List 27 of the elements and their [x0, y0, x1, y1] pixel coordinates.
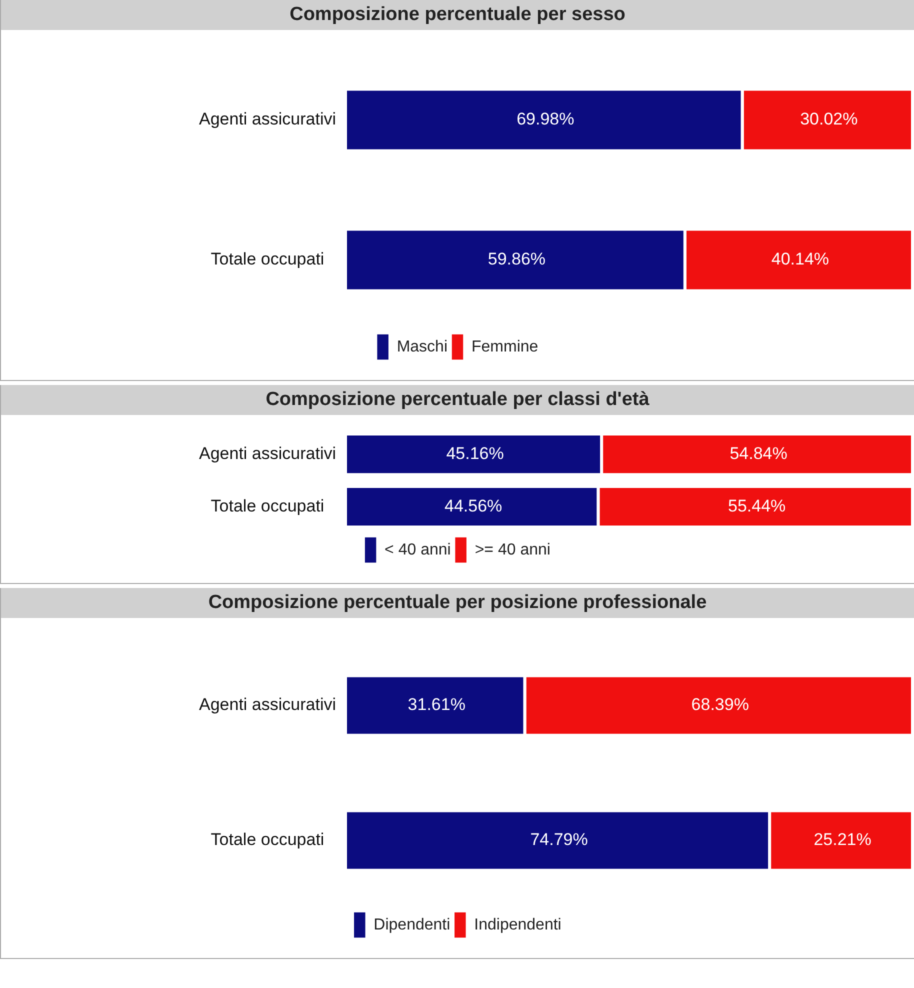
data-label: 74.79%	[530, 830, 588, 850]
data-label: 44.56%	[444, 496, 502, 516]
data-label: 54.84%	[730, 444, 788, 464]
data-label: 40.14%	[771, 250, 830, 269]
y-tick-label: Totale occupati	[210, 250, 324, 269]
y-tick-label: Totale occupati	[210, 496, 324, 516]
y-tick-label: Agenti assicurativi	[198, 110, 336, 129]
legend-label: Femmine	[472, 338, 538, 356]
data-label: 68.39%	[691, 695, 749, 714]
data-label: 30.02%	[800, 110, 858, 129]
data-label: 31.61%	[408, 695, 466, 714]
chart-title: Composizione percentuale per posizione professionale	[1, 588, 914, 618]
legend-label: >= 40 anni	[474, 541, 550, 558]
chart-title: Composizione percentuale per sesso	[1, 0, 914, 30]
legend-label: < 40 anni	[384, 541, 451, 558]
data-label: 25.21%	[814, 830, 872, 850]
legend-label: Maschi	[396, 338, 448, 356]
data-label: 45.16%	[446, 444, 504, 464]
data-label: 55.44%	[728, 496, 786, 516]
legend-label: Indipendenti	[474, 916, 562, 934]
chart-title: Composizione percentuale per classi d'età	[1, 385, 914, 415]
y-tick-label: Totale occupati	[210, 830, 324, 850]
legend-label: Dipendenti	[374, 916, 450, 934]
data-label: 69.98%	[516, 110, 574, 129]
y-tick-label: Agenti assicurativi	[198, 695, 336, 714]
data-label: 59.86%	[488, 250, 546, 269]
y-tick-label: Agenti assicurativi	[198, 444, 336, 464]
